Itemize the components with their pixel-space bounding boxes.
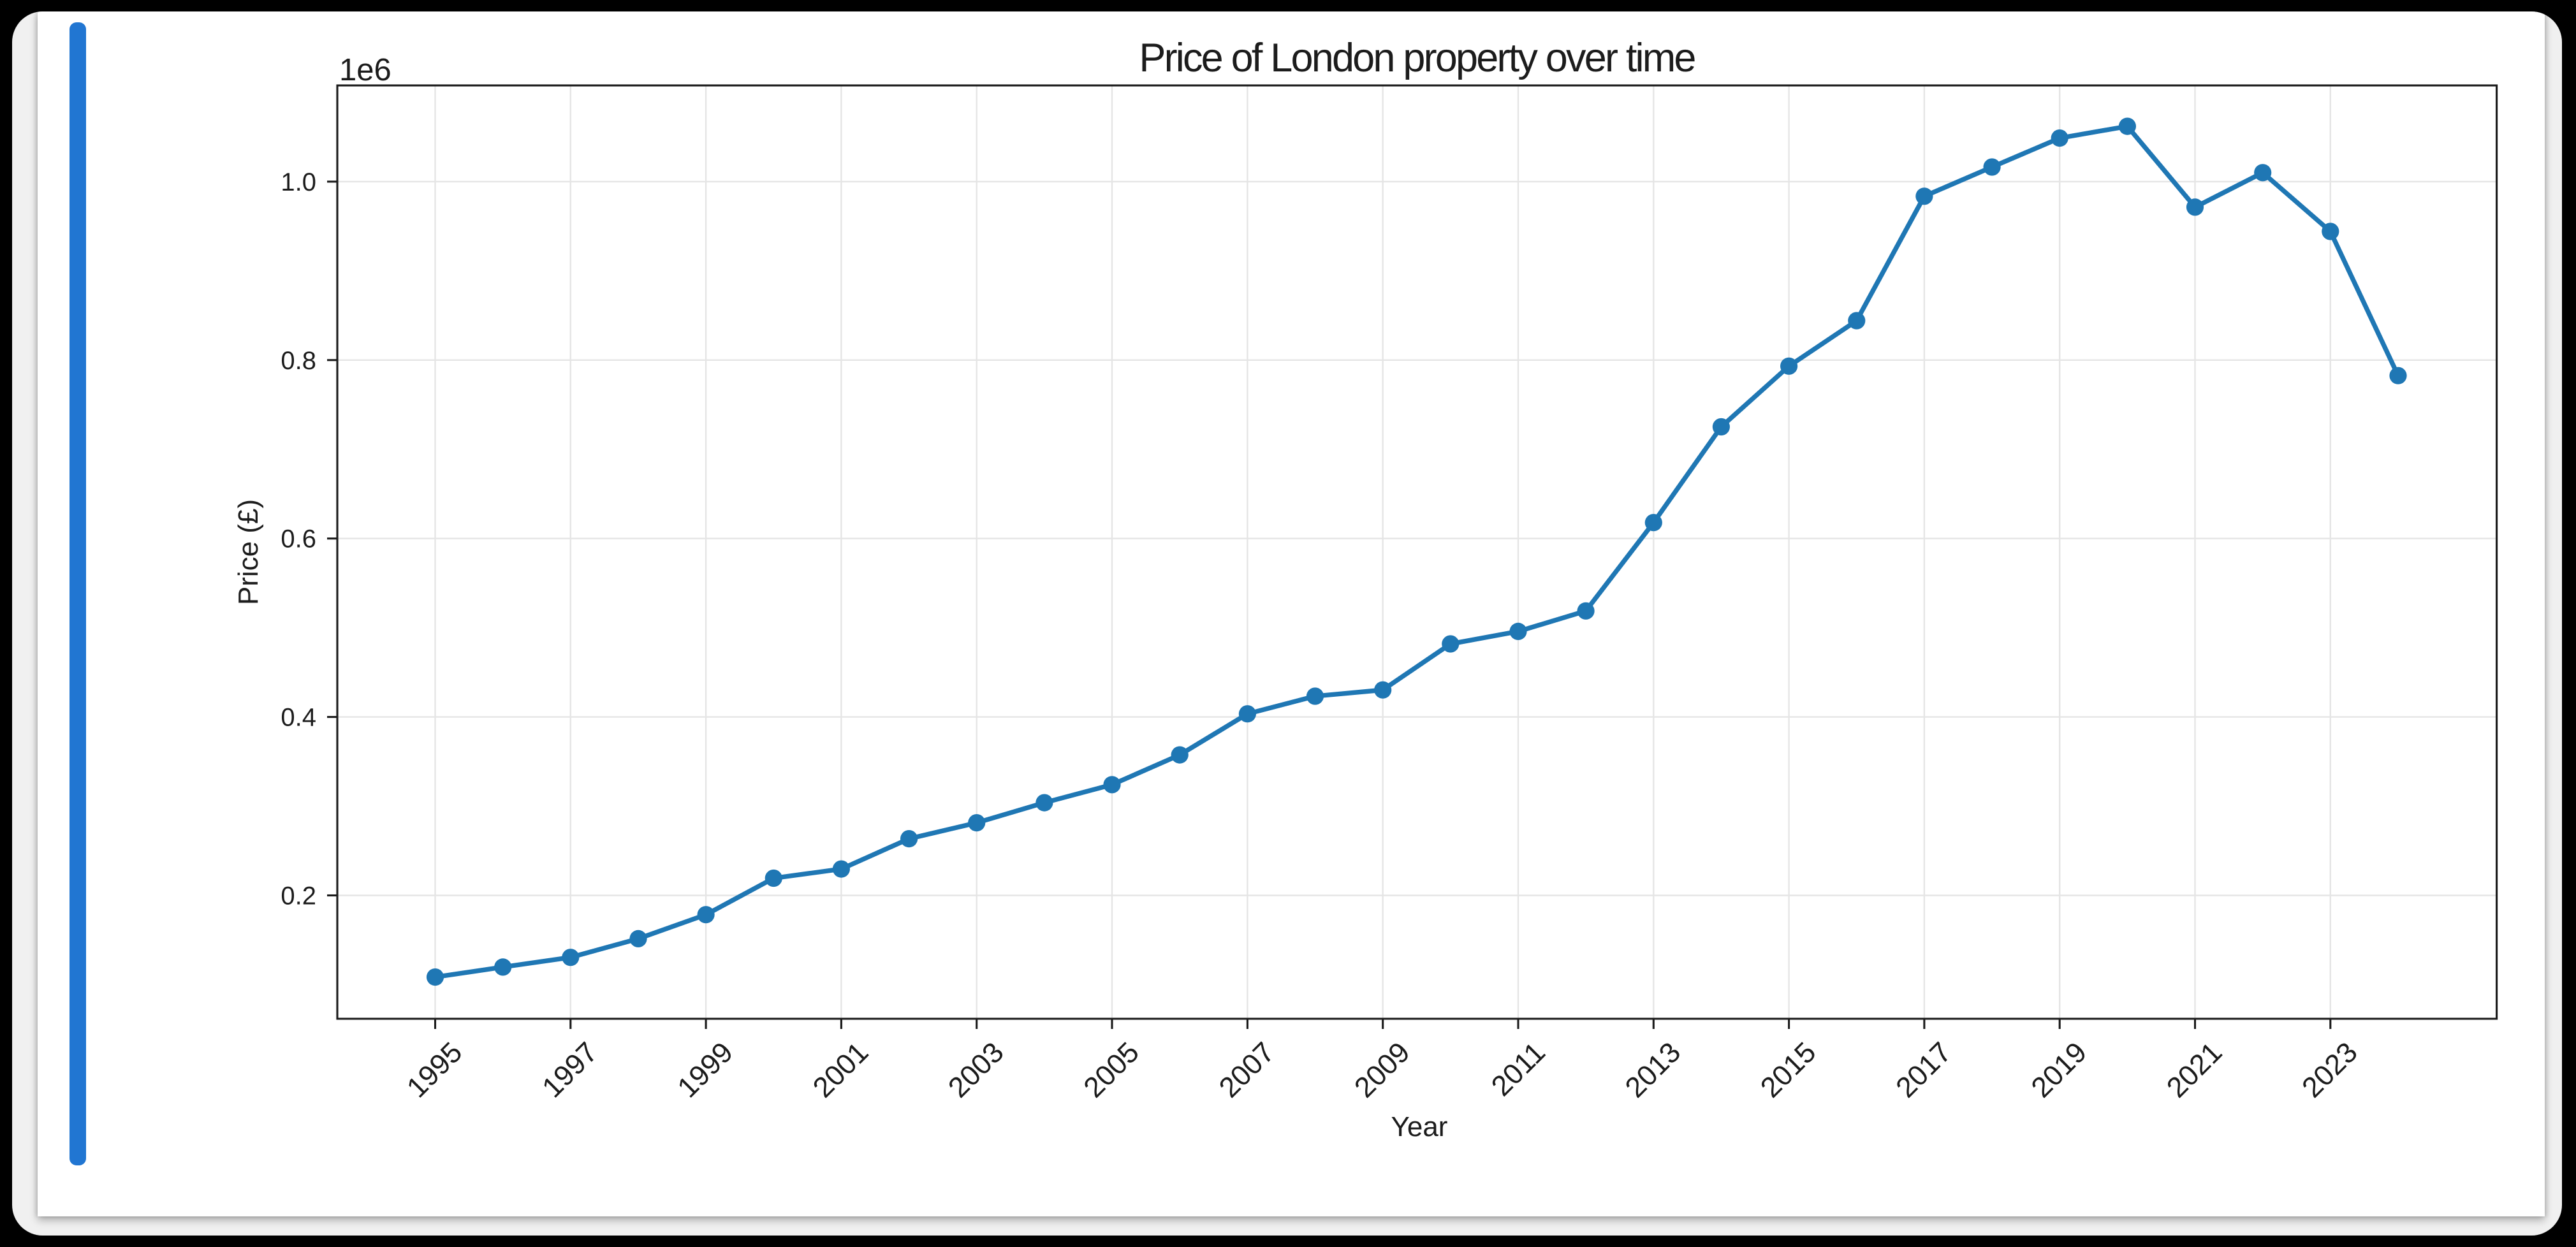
svg-text:1999: 1999 [671, 1036, 739, 1104]
svg-text:2017: 2017 [1889, 1036, 1958, 1104]
svg-text:Year: Year [1391, 1111, 1448, 1142]
svg-text:2003: 2003 [942, 1036, 1010, 1104]
svg-text:0.6: 0.6 [281, 525, 316, 553]
svg-text:0.4: 0.4 [281, 704, 316, 732]
svg-text:2013: 2013 [1619, 1036, 1687, 1104]
svg-text:Price (£): Price (£) [233, 499, 264, 605]
svg-text:2023: 2023 [2295, 1036, 2364, 1104]
svg-text:2001: 2001 [807, 1036, 875, 1104]
svg-text:2007: 2007 [1213, 1036, 1281, 1104]
svg-text:1e6: 1e6 [339, 53, 392, 87]
svg-text:1.0: 1.0 [281, 168, 316, 196]
svg-text:0.8: 0.8 [281, 347, 316, 375]
svg-text:2009: 2009 [1348, 1036, 1416, 1104]
svg-text:2011: 2011 [1485, 1036, 1551, 1102]
svg-text:2005: 2005 [1077, 1036, 1145, 1104]
svg-text:1995: 1995 [400, 1036, 469, 1104]
svg-text:Price of London property over: Price of London property over time [1139, 36, 1695, 80]
svg-text:1997: 1997 [536, 1036, 604, 1104]
svg-text:2015: 2015 [1754, 1036, 1822, 1104]
svg-text:0.2: 0.2 [281, 882, 316, 910]
svg-text:2019: 2019 [2024, 1036, 2093, 1104]
svg-text:2021: 2021 [2160, 1036, 2228, 1104]
